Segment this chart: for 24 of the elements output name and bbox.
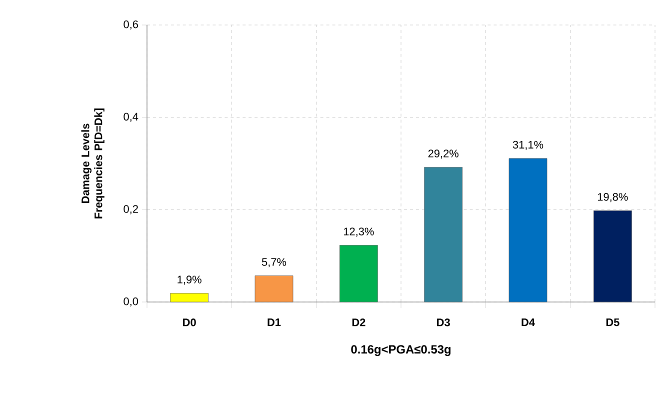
bar [254,275,294,302]
x-tick-label: D3 [437,318,450,326]
bar [508,158,548,302]
x-tick-label: D5 [606,318,620,326]
x-tick-label: D2 [352,318,366,326]
data-label: 29,2% [428,150,458,159]
data-label: 19,8% [598,193,628,202]
data-label: 5,7% [262,258,286,268]
data-label: 12,3% [344,228,374,237]
data-label: 1,9% [178,276,202,285]
data-label: 31,1% [512,140,544,150]
x-tick-label: D1 [268,318,281,326]
bar [339,245,378,302]
y-tick-label: 0,6 [124,20,138,30]
bar [424,166,463,302]
x-axis-title: 0.16g<PGA≤0.53g [351,345,450,356]
y-tick-label: 0,2 [124,205,138,214]
y-tick-label: 0,0 [124,297,138,307]
x-tick-label: D4 [522,318,535,326]
bar [593,210,632,302]
bar [170,293,209,302]
x-tick-label: D0 [183,318,196,326]
y-axis-title: Damage Levels Frequencies P[D=Dk] [81,108,104,218]
y-tick-label: 0,4 [124,112,138,122]
